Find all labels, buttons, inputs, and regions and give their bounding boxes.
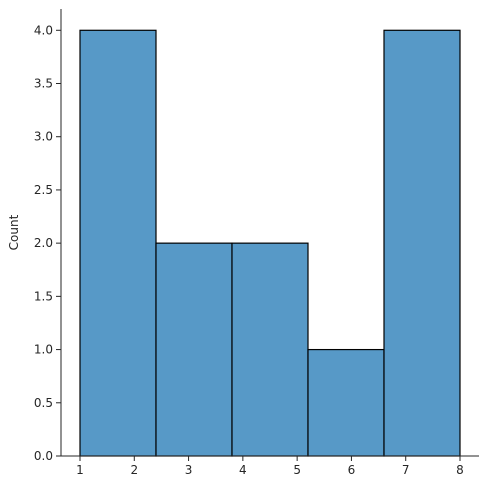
- histogram-bar-5: [383, 29, 461, 457]
- y-axis-label: Count: [7, 214, 21, 250]
- y-tick-label: 1.5: [34, 289, 53, 303]
- x-tick-label: 7: [402, 463, 410, 477]
- x-tick-label: 6: [348, 463, 356, 477]
- y-tick-label: 2.0: [34, 236, 53, 250]
- y-tick-label: 4.0: [34, 23, 53, 37]
- x-tick-label: 3: [185, 463, 193, 477]
- histogram-bar-2: [155, 242, 233, 457]
- x-tick-label: 4: [239, 463, 247, 477]
- x-tick-label: 5: [293, 463, 301, 477]
- x-axis-ticks: 1 2 3 4 5 6 7 8: [76, 456, 464, 477]
- x-tick-label: 1: [76, 463, 84, 477]
- y-axis-ticks: 0.0 0.5 1.0 1.5 2.0 2.5 3.0 3.5 4.0: [34, 23, 61, 463]
- x-tick-label: 8: [456, 463, 464, 477]
- histogram-bar-3: [231, 242, 309, 457]
- y-tick-label: 2.5: [34, 183, 53, 197]
- histogram-bars: [79, 29, 461, 457]
- y-tick-label: 1.0: [34, 343, 53, 357]
- histogram-bar-4: [307, 348, 385, 457]
- y-tick-label: 3.0: [34, 130, 53, 144]
- histogram-bar-1: [79, 29, 157, 457]
- y-tick-label: 0.0: [34, 449, 53, 463]
- x-tick-label: 2: [130, 463, 138, 477]
- y-tick-label: 0.5: [34, 396, 53, 410]
- y-tick-label: 3.5: [34, 77, 53, 91]
